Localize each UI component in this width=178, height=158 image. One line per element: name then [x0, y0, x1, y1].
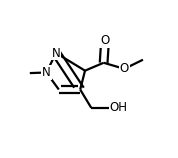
Text: OH: OH	[110, 101, 128, 114]
Text: O: O	[120, 62, 129, 75]
Text: O: O	[100, 34, 110, 47]
Text: N: N	[52, 46, 60, 60]
Text: N: N	[42, 66, 51, 79]
